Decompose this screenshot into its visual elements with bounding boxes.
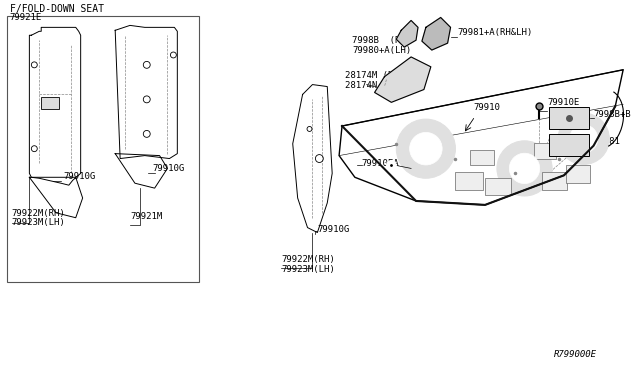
Text: 79910: 79910: [473, 103, 500, 112]
Polygon shape: [292, 84, 332, 232]
Text: 79910G: 79910G: [153, 164, 185, 173]
Polygon shape: [29, 28, 81, 185]
Bar: [485, 178, 511, 195]
Polygon shape: [115, 25, 177, 158]
Text: 28174N (LH): 28174N (LH): [345, 80, 404, 90]
Circle shape: [558, 113, 609, 164]
Text: 79910G: 79910G: [317, 225, 349, 234]
Polygon shape: [396, 20, 418, 47]
Text: 28174M (RH): 28174M (RH): [345, 71, 404, 80]
Text: R799000E: R799000E: [554, 350, 597, 359]
Polygon shape: [339, 70, 623, 205]
Circle shape: [387, 161, 396, 170]
Text: 79921M: 79921M: [130, 212, 162, 221]
Bar: [566, 166, 589, 183]
Circle shape: [497, 141, 552, 196]
Polygon shape: [374, 57, 431, 102]
Text: F/FOLD-DOWN SEAT: F/FOLD-DOWN SEAT: [10, 4, 104, 13]
Bar: [542, 172, 567, 190]
Text: 79910G: 79910G: [63, 172, 95, 181]
Polygon shape: [115, 154, 168, 188]
Text: 7998B  (RH): 7998B (RH): [352, 36, 411, 45]
Polygon shape: [422, 17, 451, 50]
Circle shape: [410, 132, 442, 165]
Bar: [456, 172, 483, 190]
Text: 79923M(LH): 79923M(LH): [281, 265, 335, 274]
Text: 79981+A(RH&LH): 79981+A(RH&LH): [458, 28, 532, 37]
Bar: [41, 97, 59, 109]
Bar: [470, 150, 494, 166]
Text: 79922M(RH): 79922M(RH): [12, 209, 65, 218]
Bar: [534, 143, 556, 158]
Text: 79910E: 79910E: [547, 98, 579, 107]
Bar: [549, 107, 589, 129]
Bar: [549, 134, 589, 155]
Text: 79981: 79981: [593, 137, 620, 146]
Text: 79922M(RH): 79922M(RH): [281, 255, 335, 264]
Circle shape: [570, 125, 598, 153]
Polygon shape: [29, 177, 83, 218]
Circle shape: [396, 119, 456, 178]
Text: 79910EA: 79910EA: [362, 160, 399, 169]
Text: 79980+A(LH): 79980+A(LH): [352, 46, 411, 55]
Circle shape: [509, 153, 540, 184]
Text: 79923M(LH): 79923M(LH): [12, 218, 65, 227]
Bar: [6, 16, 199, 282]
Text: 7998B+B: 7998B+B: [593, 110, 631, 119]
Text: 79921E: 79921E: [10, 13, 42, 22]
